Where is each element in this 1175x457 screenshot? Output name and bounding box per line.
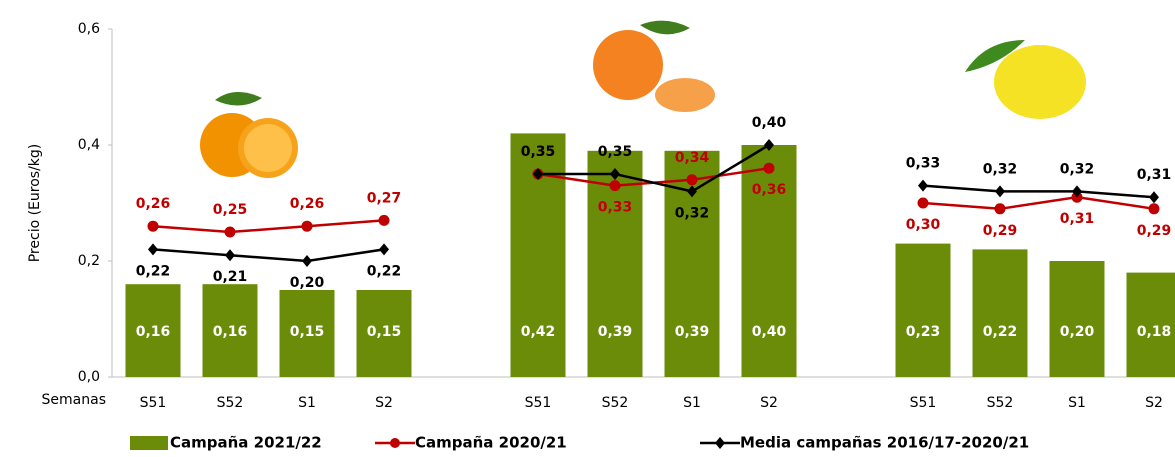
chart: Precio (Euros/kg) Semanas 0,0 0,2 0,4 0,6 S5… xyxy=(0,0,1175,457)
line-value-label: 0,31 xyxy=(1060,211,1095,227)
x-tick-label: S1 xyxy=(1068,395,1086,411)
line-marker xyxy=(148,243,158,255)
line-marker xyxy=(225,249,235,261)
line-value-label: 0,40 xyxy=(752,115,787,131)
line-marker xyxy=(148,221,159,232)
y-tick-label: 0,4 xyxy=(78,137,100,153)
x-tick-label: S2 xyxy=(1145,395,1163,411)
line-marker xyxy=(225,227,236,238)
legend-swatch xyxy=(130,436,168,450)
line-value-label: 0,32 xyxy=(983,161,1018,177)
x-tick-label: S1 xyxy=(683,395,701,411)
line-value-label: 0,22 xyxy=(367,263,402,279)
legend-label: Campaña 2020/21 xyxy=(415,434,567,452)
line-marker xyxy=(379,243,389,255)
bar-value-label: 0,16 xyxy=(136,324,171,340)
bar-value-label: 0,18 xyxy=(1137,324,1172,340)
bar xyxy=(973,249,1028,377)
line-value-label: 0,32 xyxy=(675,205,710,221)
orange-illustration xyxy=(200,92,298,178)
line-marker xyxy=(918,180,928,192)
bar xyxy=(896,244,951,377)
bar-value-label: 0,15 xyxy=(290,324,325,340)
x-tick-label: S52 xyxy=(217,395,244,411)
line-value-label: 0,29 xyxy=(983,223,1018,239)
bar-value-label: 0,15 xyxy=(367,324,402,340)
line-marker xyxy=(1149,203,1160,214)
line-value-label: 0,35 xyxy=(521,144,556,160)
legend-marker xyxy=(715,437,725,449)
line-marker xyxy=(995,185,1005,197)
x-tick-label: S52 xyxy=(987,395,1014,411)
line-value-label: 0,36 xyxy=(752,182,787,198)
x-tick-label: S52 xyxy=(602,395,629,411)
line-marker xyxy=(918,198,929,209)
line-value-label: 0,26 xyxy=(136,196,171,212)
line-value-label: 0,35 xyxy=(598,144,633,160)
bar-value-label: 0,42 xyxy=(521,324,556,340)
line-value-label: 0,22 xyxy=(136,263,171,279)
line-marker xyxy=(302,255,312,267)
x-tick-label: S51 xyxy=(910,395,937,411)
x-tick-label: S2 xyxy=(760,395,778,411)
line-value-label: 0,27 xyxy=(367,190,402,206)
x-axis-title: Semanas xyxy=(42,392,106,408)
bar xyxy=(742,145,797,377)
bar-value-label: 0,39 xyxy=(675,324,710,340)
line-value-label: 0,31 xyxy=(1137,167,1172,183)
line-value-label: 0,20 xyxy=(290,275,325,291)
bar xyxy=(1050,261,1105,377)
y-tick-label: 0,2 xyxy=(78,253,100,269)
line-value-label: 0,32 xyxy=(1060,161,1095,177)
bar-value-label: 0,22 xyxy=(983,324,1018,340)
bar-value-label: 0,39 xyxy=(598,324,633,340)
x-tick-label: S51 xyxy=(525,395,552,411)
legend-marker xyxy=(390,438,400,448)
line-marker xyxy=(610,180,621,191)
line-marker xyxy=(302,221,313,232)
line-marker xyxy=(995,203,1006,214)
line-value-label: 0,25 xyxy=(213,202,248,218)
line-marker xyxy=(1149,191,1159,203)
y-tick-label: 0,0 xyxy=(78,369,100,385)
line-value-label: 0,29 xyxy=(1137,223,1172,239)
x-tick-label: S51 xyxy=(140,395,167,411)
x-tick-label: S1 xyxy=(298,395,316,411)
line-marker xyxy=(764,163,775,174)
line-value-label: 0,33 xyxy=(906,156,941,172)
bar-value-label: 0,16 xyxy=(213,324,248,340)
line-marker xyxy=(687,174,698,185)
line-value-label: 0,26 xyxy=(290,196,325,212)
mandarin-illustration xyxy=(593,21,715,112)
x-tick-label: S2 xyxy=(375,395,393,411)
bar-value-label: 0,40 xyxy=(752,324,787,340)
bar-value-label: 0,23 xyxy=(906,324,941,340)
legend-label: Campaña 2021/22 xyxy=(170,434,322,452)
line-value-label: 0,21 xyxy=(213,269,248,285)
line-value-label: 0,30 xyxy=(906,217,941,233)
line-value-label: 0,33 xyxy=(598,200,633,216)
y-tick-label: 0,6 xyxy=(78,21,100,37)
line-marker xyxy=(379,215,390,226)
bar-value-label: 0,20 xyxy=(1060,324,1095,340)
line-value-label: 0,34 xyxy=(675,150,710,166)
y-axis-title: Precio (Euros/kg) xyxy=(27,144,43,263)
legend-label: Media campañas 2016/17-2020/21 xyxy=(740,434,1029,452)
lemon-illustration xyxy=(965,40,1086,119)
